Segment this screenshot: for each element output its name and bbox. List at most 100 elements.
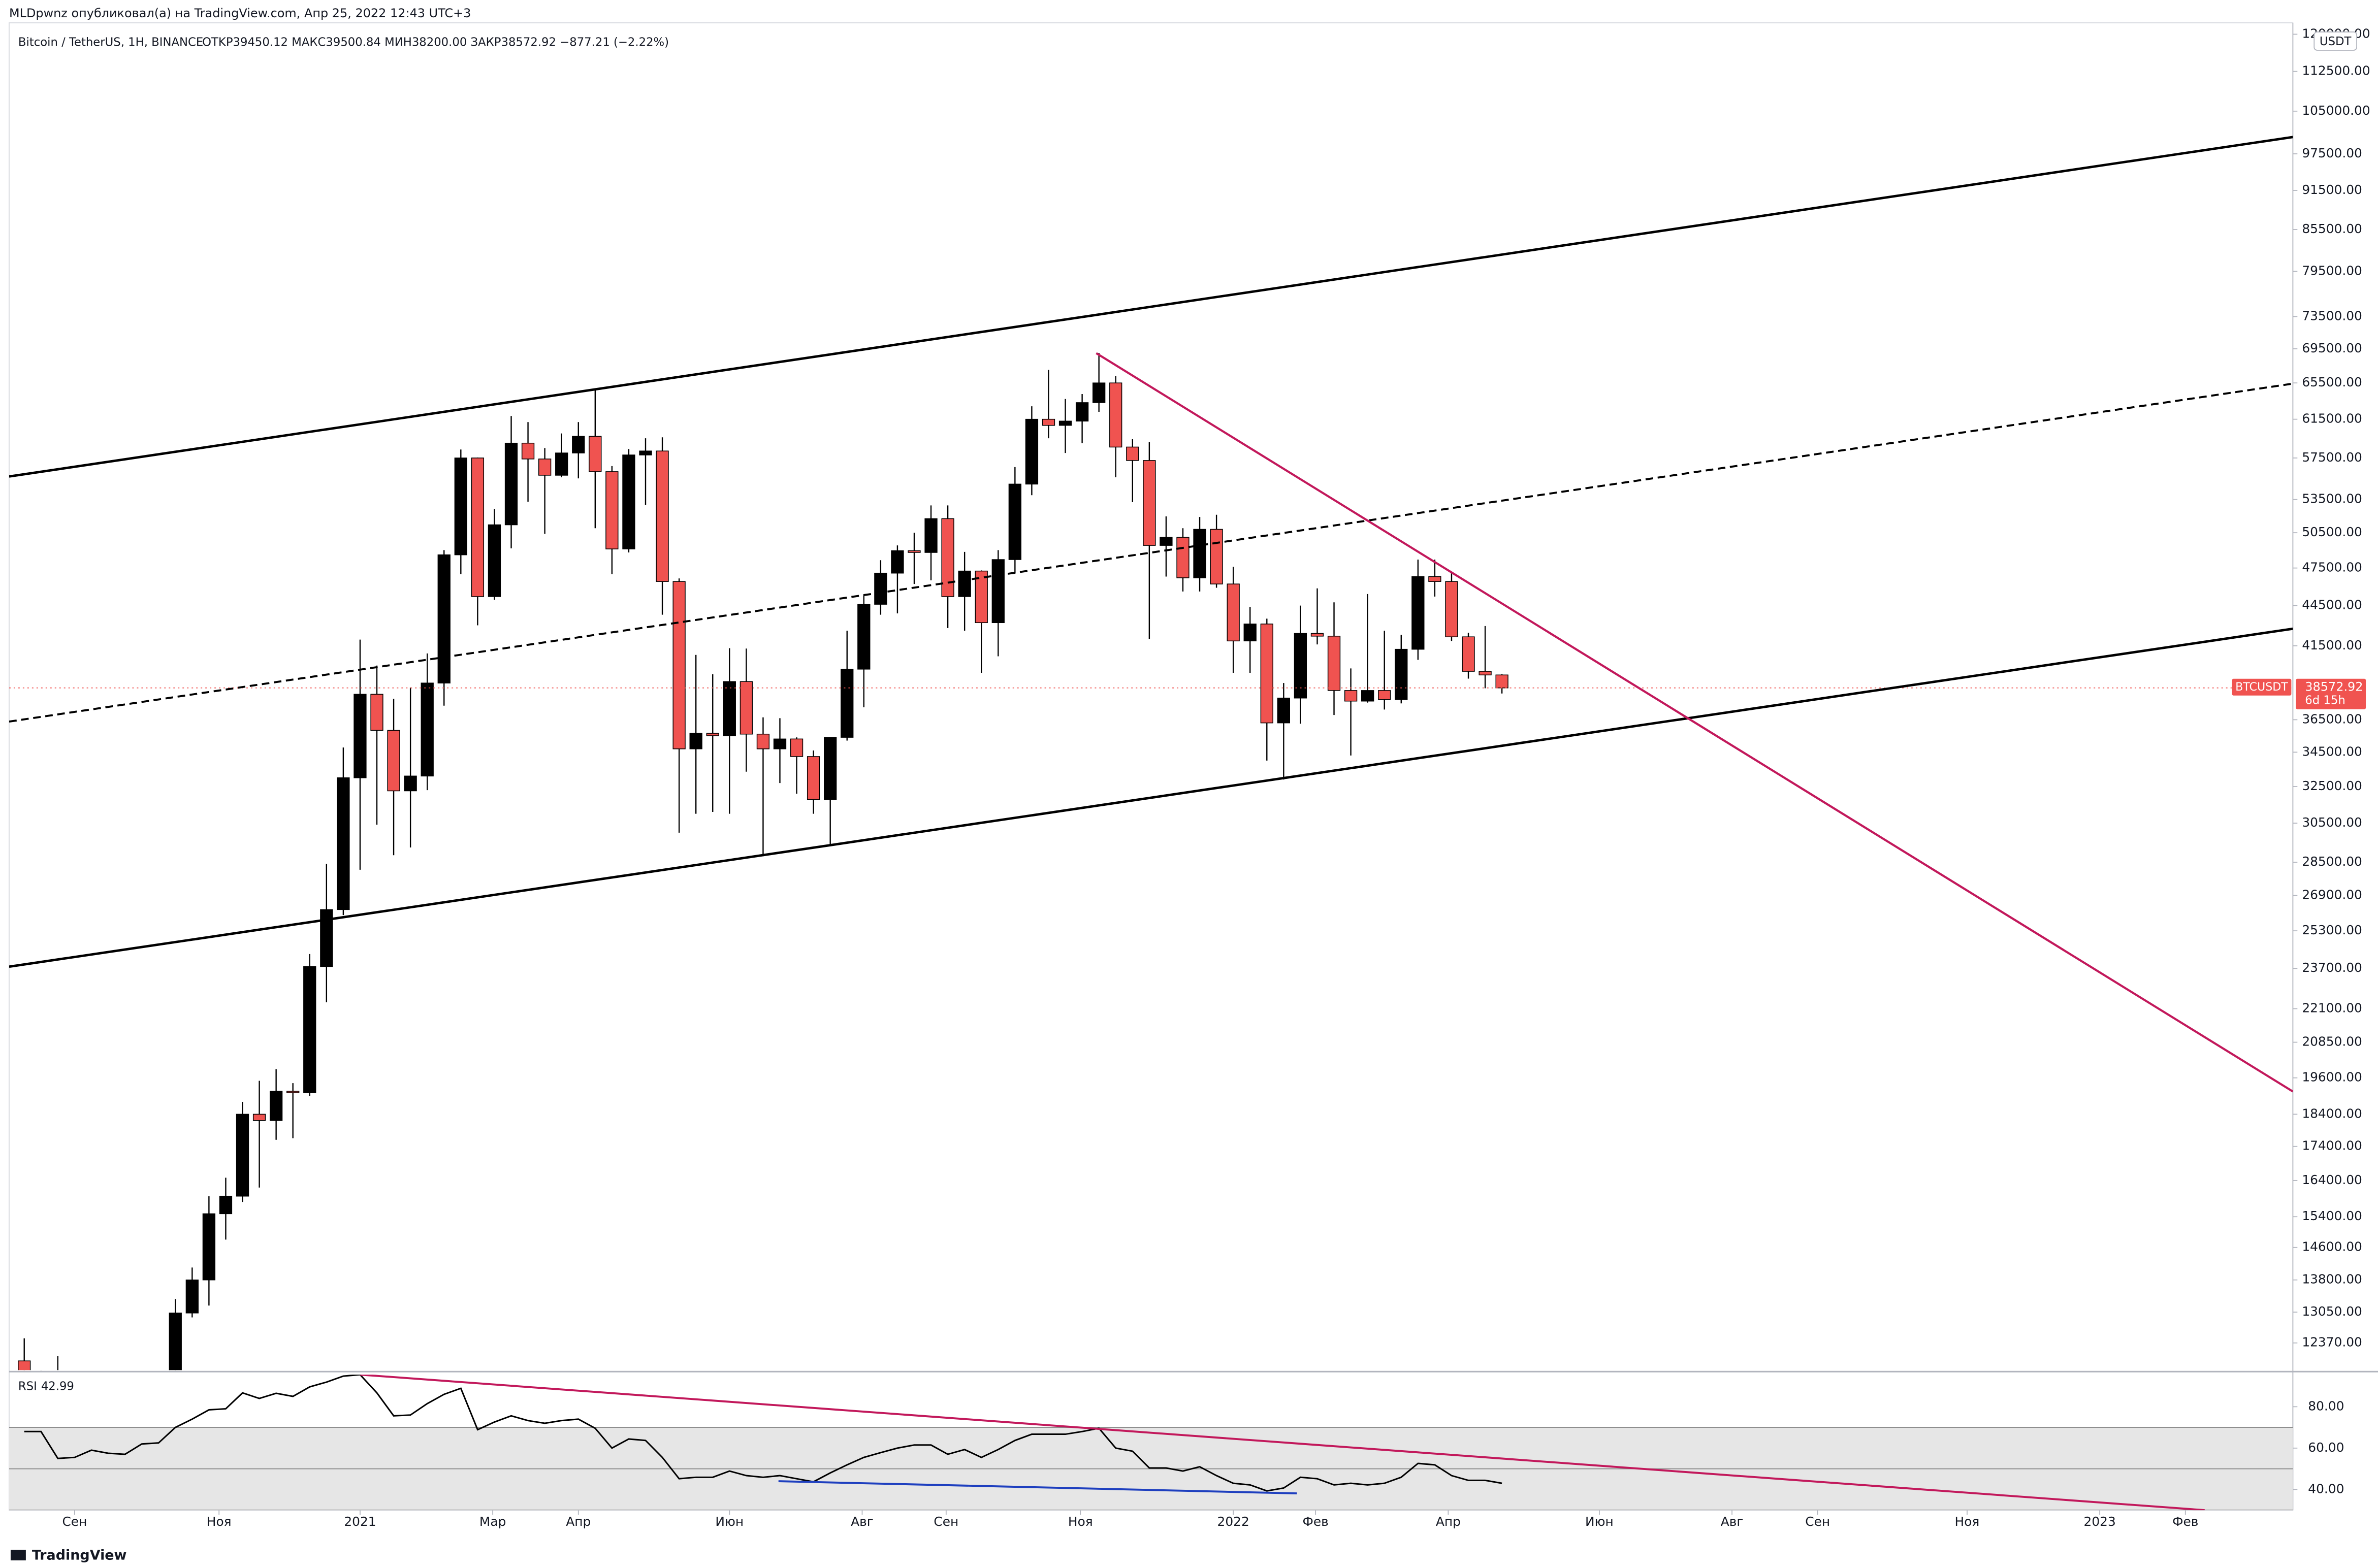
y-tick-label: 47500.00 [2302,560,2362,575]
candle-body [1193,529,1206,578]
candle-body [202,1213,216,1281]
y-tick-label: 97500.00 [2302,146,2362,160]
y-tick-label: 73500.00 [2302,308,2362,323]
candle-body [421,682,434,777]
candle-body [370,694,383,731]
candle-body [1428,576,1441,582]
y-tick-label: 22100.00 [2302,1001,2362,1016]
trend-line [1096,352,2293,1093]
candle-body [1025,418,1039,485]
candle-body [1361,690,1374,702]
rsi-trend-line [360,1375,2205,1511]
candle-body [975,570,988,624]
y-tick-label: 28500.00 [2302,854,2362,869]
candle-body [672,581,686,749]
candle-body [521,442,535,460]
x-tick-label: Апр [1436,1514,1461,1529]
price-pane [9,353,2293,1370]
y-tick-label: 57500.00 [2302,450,2362,465]
y-tick-label: 16400.00 [2302,1172,2362,1187]
candle-body [454,458,467,556]
x-tick-label: Июн [1585,1514,1614,1529]
x-tick-label: Фев [2172,1514,2198,1529]
candle-body [303,966,316,1093]
candle-body [320,909,333,967]
candle-body [252,1114,266,1121]
x-tick-label: Фев [1303,1514,1329,1529]
y-tick-label: 80.00 [2308,1398,2344,1413]
symbol-tag [2232,678,2292,696]
candle-body [488,524,501,597]
candle-body [807,756,820,800]
candle-body [1176,537,1190,578]
y-tick-label: 60.00 [2308,1440,2344,1455]
candle-body [504,442,518,526]
candle-body [387,730,400,792]
ohlc-line: OTKP39450.12 МАКС39500.84 МИН38200.00 ЗА… [202,36,669,49]
candle-body [639,450,652,455]
candle-body [824,737,837,800]
x-tick-label: 2022 [1217,1514,1249,1529]
y-tick-label: 18400.00 [2302,1106,2362,1121]
candle-body [706,733,719,736]
candle-body [723,681,736,736]
candle-body [1327,636,1341,691]
candle-body [740,681,753,735]
x-tick-label: Мар [479,1514,506,1529]
candle-body [1210,529,1223,584]
candle-body [1294,633,1307,699]
y-tick-label: 85500.00 [2302,221,2362,236]
x-tick-label: 2021 [344,1514,376,1529]
y-tick-label: 15400.00 [2302,1208,2362,1223]
y-tick-label: 65500.00 [2302,375,2362,389]
candle-body [656,450,669,582]
rsi-drawings [360,1375,2205,1511]
x-tick-label: Сен [1805,1514,1830,1529]
currency-box[interactable] [2313,31,2357,51]
x-tick-label: 2023 [2084,1514,2116,1529]
candle-body [1411,576,1425,650]
publish-header: MLDpwnz опубликовал(а) на TradingView.co… [9,6,471,20]
candle-body [605,471,619,549]
candle-body [589,436,602,472]
x-tick-label: Авг [851,1514,874,1529]
x-tick-label: Авг [1721,1514,1744,1529]
candle-body [219,1195,233,1215]
candle-body [941,518,954,597]
y-tick-label: 14600.00 [2302,1239,2362,1254]
candle-body [622,454,635,549]
candle-body [1008,483,1022,560]
y-tick-label: 53500.00 [2302,492,2362,506]
brand-logo [10,1550,26,1561]
candle-body [437,554,451,683]
candle-body [1058,420,1072,426]
candle-body [1462,636,1475,672]
x-tick-label: Ноя [207,1514,232,1529]
candle-body [1075,402,1089,422]
y-tick-label: 69500.00 [2302,341,2362,355]
rsi-divergence-line [778,1480,1297,1495]
y-tick-label: 12370.00 [2302,1335,2362,1350]
candle-body [1378,690,1391,700]
candle-body [1227,583,1240,642]
candle-body [841,669,854,738]
candle-body [689,733,702,749]
x-tick-label: Июн [715,1514,744,1529]
y-tick-label: 36500.00 [2302,711,2362,726]
x-tick-label: Апр [566,1514,591,1529]
candle-body [18,1360,31,1370]
candle-body [773,738,787,749]
candle-body [538,459,552,476]
drawings [9,136,2293,1093]
x-tick-label: Сен [62,1514,87,1529]
y-tick-label: 40.00 [2308,1481,2344,1496]
price-tag-value: 38572.92 [2305,679,2363,694]
y-tick-label: 91500.00 [2302,182,2362,197]
y-tick-label: 17400.00 [2302,1138,2362,1153]
y-tick-label: 30500.00 [2302,815,2362,830]
candle-body [1126,446,1139,461]
candle-body [1042,418,1055,426]
candle-body [1260,624,1273,724]
channel-upper [9,136,2293,478]
x-tick-label: Ноя [1955,1514,1980,1529]
